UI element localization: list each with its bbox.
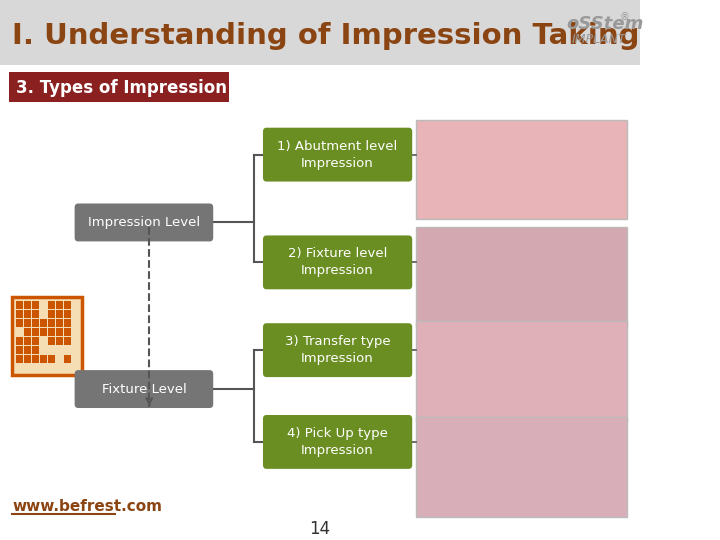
FancyBboxPatch shape [24,319,31,327]
FancyBboxPatch shape [12,298,82,375]
FancyBboxPatch shape [75,370,213,408]
FancyBboxPatch shape [64,301,71,309]
FancyBboxPatch shape [32,301,39,309]
FancyBboxPatch shape [64,310,71,318]
Text: www.befrest.com: www.befrest.com [12,500,163,514]
FancyBboxPatch shape [16,301,23,309]
FancyBboxPatch shape [24,310,31,318]
FancyBboxPatch shape [56,328,63,336]
FancyBboxPatch shape [24,301,31,309]
FancyBboxPatch shape [415,227,627,327]
FancyBboxPatch shape [48,301,55,309]
FancyBboxPatch shape [0,0,639,65]
Text: 2) Fixture level
Impression: 2) Fixture level Impression [288,247,387,278]
FancyBboxPatch shape [263,127,413,181]
FancyBboxPatch shape [16,319,23,327]
Text: I. Understanding of Impression Taking: I. Understanding of Impression Taking [12,22,640,50]
FancyBboxPatch shape [56,310,63,318]
FancyBboxPatch shape [56,301,63,309]
FancyBboxPatch shape [24,328,31,336]
Text: 1) Abutment level
Impression: 1) Abutment level Impression [277,140,397,170]
FancyBboxPatch shape [64,328,71,336]
FancyBboxPatch shape [32,328,39,336]
Text: 3. Types of Impression Taking: 3. Types of Impression Taking [16,79,293,97]
FancyBboxPatch shape [56,319,63,327]
FancyBboxPatch shape [32,355,39,363]
FancyBboxPatch shape [263,415,413,469]
FancyBboxPatch shape [263,235,413,289]
FancyBboxPatch shape [48,328,55,336]
FancyBboxPatch shape [16,310,23,318]
Text: IMPLANT: IMPLANT [571,33,626,46]
FancyBboxPatch shape [64,355,71,363]
FancyBboxPatch shape [415,321,627,421]
FancyBboxPatch shape [56,337,63,345]
FancyBboxPatch shape [75,204,213,241]
FancyBboxPatch shape [16,355,23,363]
FancyBboxPatch shape [64,319,71,327]
FancyBboxPatch shape [48,319,55,327]
FancyBboxPatch shape [40,319,47,327]
FancyBboxPatch shape [32,346,39,354]
FancyBboxPatch shape [32,310,39,318]
FancyBboxPatch shape [24,337,31,345]
Text: Fixture Level: Fixture Level [102,382,186,396]
Text: 3) Transfer type
Impression: 3) Transfer type Impression [285,335,390,365]
FancyBboxPatch shape [24,346,31,354]
FancyBboxPatch shape [40,328,47,336]
Text: 4) Pick Up type
Impression: 4) Pick Up type Impression [287,427,388,457]
FancyBboxPatch shape [263,323,413,377]
FancyBboxPatch shape [48,310,55,318]
FancyBboxPatch shape [9,72,229,102]
Text: ®: ® [619,12,629,22]
FancyBboxPatch shape [32,319,39,327]
FancyBboxPatch shape [415,120,627,219]
FancyBboxPatch shape [64,337,71,345]
Text: Impression Level: Impression Level [88,216,200,229]
FancyBboxPatch shape [16,346,23,354]
FancyBboxPatch shape [415,417,627,517]
FancyBboxPatch shape [48,355,55,363]
FancyBboxPatch shape [16,337,23,345]
FancyBboxPatch shape [48,337,55,345]
FancyBboxPatch shape [24,355,31,363]
FancyBboxPatch shape [40,355,47,363]
Text: oSStem: oSStem [567,15,644,33]
FancyBboxPatch shape [32,337,39,345]
Text: 14: 14 [310,519,330,538]
